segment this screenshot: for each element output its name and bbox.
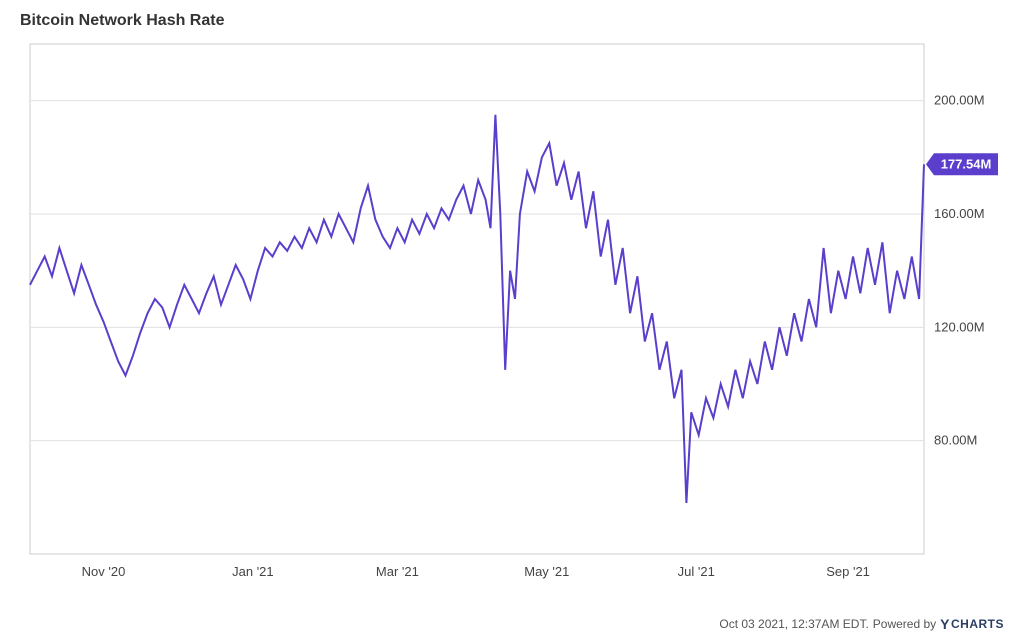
svg-text:Mar '21: Mar '21 <box>376 564 419 579</box>
chart-svg: 80.00M 120.00M 160.00M 200.00M Nov '20 Jan '2… <box>20 34 1004 594</box>
svg-text:177.54M: 177.54M <box>941 156 992 171</box>
svg-text:Jan '21: Jan '21 <box>232 564 274 579</box>
chart-container: Bitcoin Network Hash Rate 80.00M 120.00M 1… <box>0 0 1024 642</box>
ycharts-logo-text: CHARTS <box>951 617 1004 631</box>
svg-text:May '21: May '21 <box>524 564 569 579</box>
ycharts-logo: YCHARTS <box>940 616 1004 632</box>
svg-text:Nov '20: Nov '20 <box>82 564 126 579</box>
svg-text:160.00M: 160.00M <box>934 206 985 221</box>
svg-text:Jul '21: Jul '21 <box>678 564 715 579</box>
svg-text:Sep '21: Sep '21 <box>826 564 870 579</box>
chart-footer: Oct 03 2021, 12:37AM EDT. Powered by YCH… <box>719 616 1004 632</box>
svg-text:200.00M: 200.00M <box>934 93 985 108</box>
plot-area: 80.00M 120.00M 160.00M 200.00M Nov '20 Jan '2… <box>20 34 1004 594</box>
svg-text:80.00M: 80.00M <box>934 433 977 448</box>
footer-timestamp: Oct 03 2021, 12:37AM EDT. <box>719 617 868 631</box>
chart-title: Bitcoin Network Hash Rate <box>20 12 1004 30</box>
svg-text:120.00M: 120.00M <box>934 319 985 334</box>
footer-powered-by: Powered by <box>873 617 936 631</box>
ycharts-logo-y: Y <box>940 616 950 632</box>
